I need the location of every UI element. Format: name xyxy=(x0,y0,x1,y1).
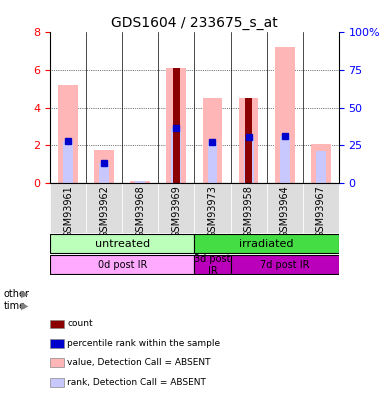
Bar xyxy=(194,234,339,253)
Bar xyxy=(194,183,231,233)
Text: GSM93968: GSM93968 xyxy=(135,185,145,238)
Bar xyxy=(231,183,266,233)
Bar xyxy=(173,68,180,183)
Text: irradiated: irradiated xyxy=(239,239,294,249)
Text: GSM93969: GSM93969 xyxy=(171,185,181,238)
Text: GSM93973: GSM93973 xyxy=(208,185,218,239)
Bar xyxy=(50,234,194,253)
Bar xyxy=(63,141,73,183)
Bar xyxy=(94,150,114,183)
Text: ▶: ▶ xyxy=(21,289,28,298)
Bar xyxy=(203,98,223,183)
Bar xyxy=(316,151,326,183)
Bar xyxy=(86,183,122,233)
Bar xyxy=(231,256,339,274)
Text: GSM93962: GSM93962 xyxy=(99,185,109,239)
Text: rank, Detection Call = ABSENT: rank, Detection Call = ABSENT xyxy=(67,378,206,387)
Bar xyxy=(244,137,254,183)
Bar xyxy=(166,68,186,183)
Bar xyxy=(275,47,295,183)
Title: GDS1604 / 233675_s_at: GDS1604 / 233675_s_at xyxy=(111,16,278,30)
Text: percentile rank within the sample: percentile rank within the sample xyxy=(67,339,221,348)
Bar xyxy=(131,181,150,183)
Text: time: time xyxy=(4,301,26,311)
Text: GSM93961: GSM93961 xyxy=(63,185,73,238)
Bar xyxy=(122,183,158,233)
Text: count: count xyxy=(67,320,93,328)
Text: 3d post
IR: 3d post IR xyxy=(194,254,231,276)
Bar xyxy=(208,142,218,183)
Text: other: other xyxy=(4,289,30,298)
Bar xyxy=(50,256,194,274)
Text: value, Detection Call = ABSENT: value, Detection Call = ABSENT xyxy=(67,358,211,367)
Bar xyxy=(311,145,331,183)
Bar xyxy=(99,163,109,183)
Bar xyxy=(303,183,339,233)
Bar xyxy=(135,181,145,183)
Bar xyxy=(245,98,252,183)
Text: GSM93964: GSM93964 xyxy=(280,185,290,238)
Bar xyxy=(280,136,290,183)
Bar xyxy=(158,183,194,233)
Text: 7d post IR: 7d post IR xyxy=(260,260,310,270)
Text: untreated: untreated xyxy=(95,239,150,249)
Bar xyxy=(50,183,86,233)
Text: ▶: ▶ xyxy=(21,301,28,311)
Bar xyxy=(194,256,231,274)
Bar xyxy=(171,128,181,183)
Text: GSM93958: GSM93958 xyxy=(244,185,254,239)
Bar xyxy=(266,183,303,233)
Bar xyxy=(58,85,78,183)
Bar xyxy=(239,98,258,183)
Text: GSM93967: GSM93967 xyxy=(316,185,326,239)
Text: 0d post IR: 0d post IR xyxy=(97,260,147,270)
